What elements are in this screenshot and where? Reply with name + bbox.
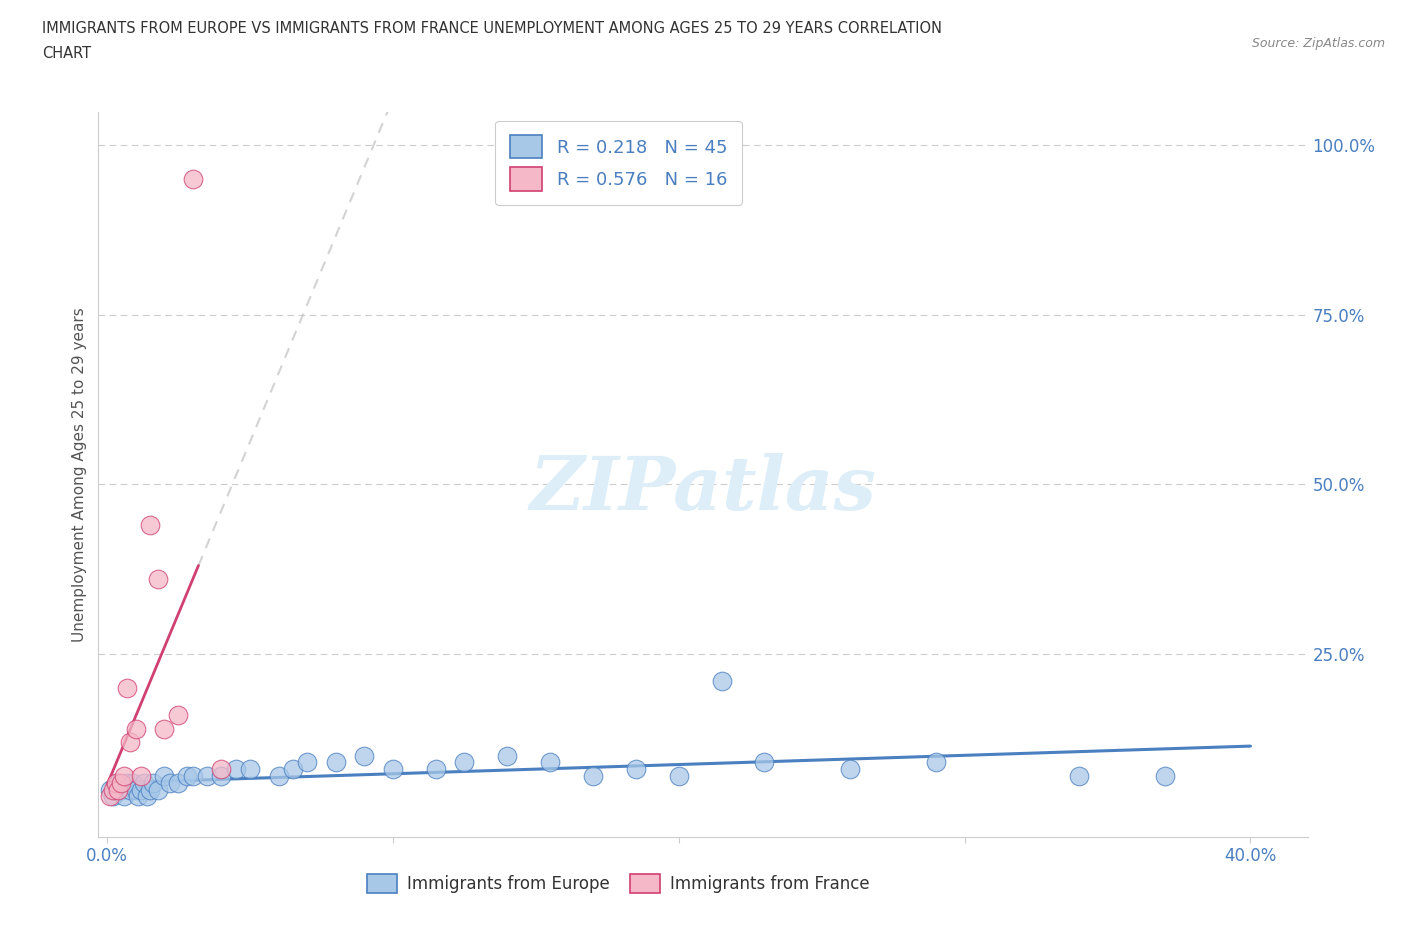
Point (104, 782, 127, 797)
Point (107, 782, 129, 797)
Point (153, 721, 176, 736)
Point (136, 789, 159, 804)
Point (129, 782, 152, 797)
Point (104, 776, 127, 790)
Point (710, 673, 733, 688)
Point (925, 755, 948, 770)
Point (225, 762, 247, 777)
Point (239, 762, 262, 777)
Point (281, 762, 304, 777)
Point (453, 755, 475, 770)
Point (110, 776, 132, 790)
Point (1153, 768, 1175, 783)
Point (115, 776, 138, 790)
Point (176, 768, 198, 783)
Point (209, 768, 232, 783)
Point (121, 776, 143, 790)
Point (181, 768, 204, 783)
Point (139, 518, 162, 533)
Point (381, 762, 404, 777)
Point (1067, 768, 1090, 783)
Point (134, 776, 156, 790)
Y-axis label: Unemployment Among Ages 25 to 29 years: Unemployment Among Ages 25 to 29 years (72, 307, 87, 642)
Point (754, 755, 776, 770)
Legend: Immigrants from Europe, Immigrants from France: Immigrants from Europe, Immigrants from … (359, 865, 877, 901)
Point (167, 776, 190, 790)
Point (129, 768, 152, 783)
Point (153, 768, 176, 783)
Point (112, 789, 135, 804)
Point (195, 768, 218, 783)
Point (267, 768, 290, 783)
Point (209, 762, 232, 777)
Point (142, 776, 165, 790)
Point (181, 172, 204, 187)
Point (668, 768, 690, 783)
Text: CHART: CHART (42, 46, 91, 60)
Point (159, 776, 181, 790)
Point (115, 681, 138, 696)
Point (127, 789, 149, 804)
Point (124, 782, 146, 797)
Point (107, 776, 129, 790)
Point (839, 762, 862, 777)
Point (98, 789, 121, 804)
Point (167, 708, 190, 723)
Point (118, 782, 141, 797)
Point (101, 789, 124, 804)
Point (353, 749, 375, 764)
Point (98, 782, 121, 797)
Point (112, 768, 135, 783)
Point (496, 749, 519, 764)
Point (538, 755, 561, 770)
Point (624, 762, 647, 777)
Point (139, 782, 162, 797)
Point (582, 768, 605, 783)
Text: Source: ZipAtlas.com: Source: ZipAtlas.com (1251, 37, 1385, 50)
Text: IMMIGRANTS FROM EUROPE VS IMMIGRANTS FROM FRANCE UNEMPLOYMENT AMONG AGES 25 TO 2: IMMIGRANTS FROM EUROPE VS IMMIGRANTS FRO… (42, 21, 942, 36)
Point (148, 782, 170, 797)
Point (124, 721, 146, 736)
Point (295, 755, 318, 770)
Point (118, 735, 141, 750)
Point (425, 762, 447, 777)
Point (325, 755, 347, 770)
Point (101, 782, 124, 797)
Text: ZIPatlas: ZIPatlas (530, 453, 876, 525)
Point (148, 572, 170, 587)
Point (110, 782, 132, 797)
